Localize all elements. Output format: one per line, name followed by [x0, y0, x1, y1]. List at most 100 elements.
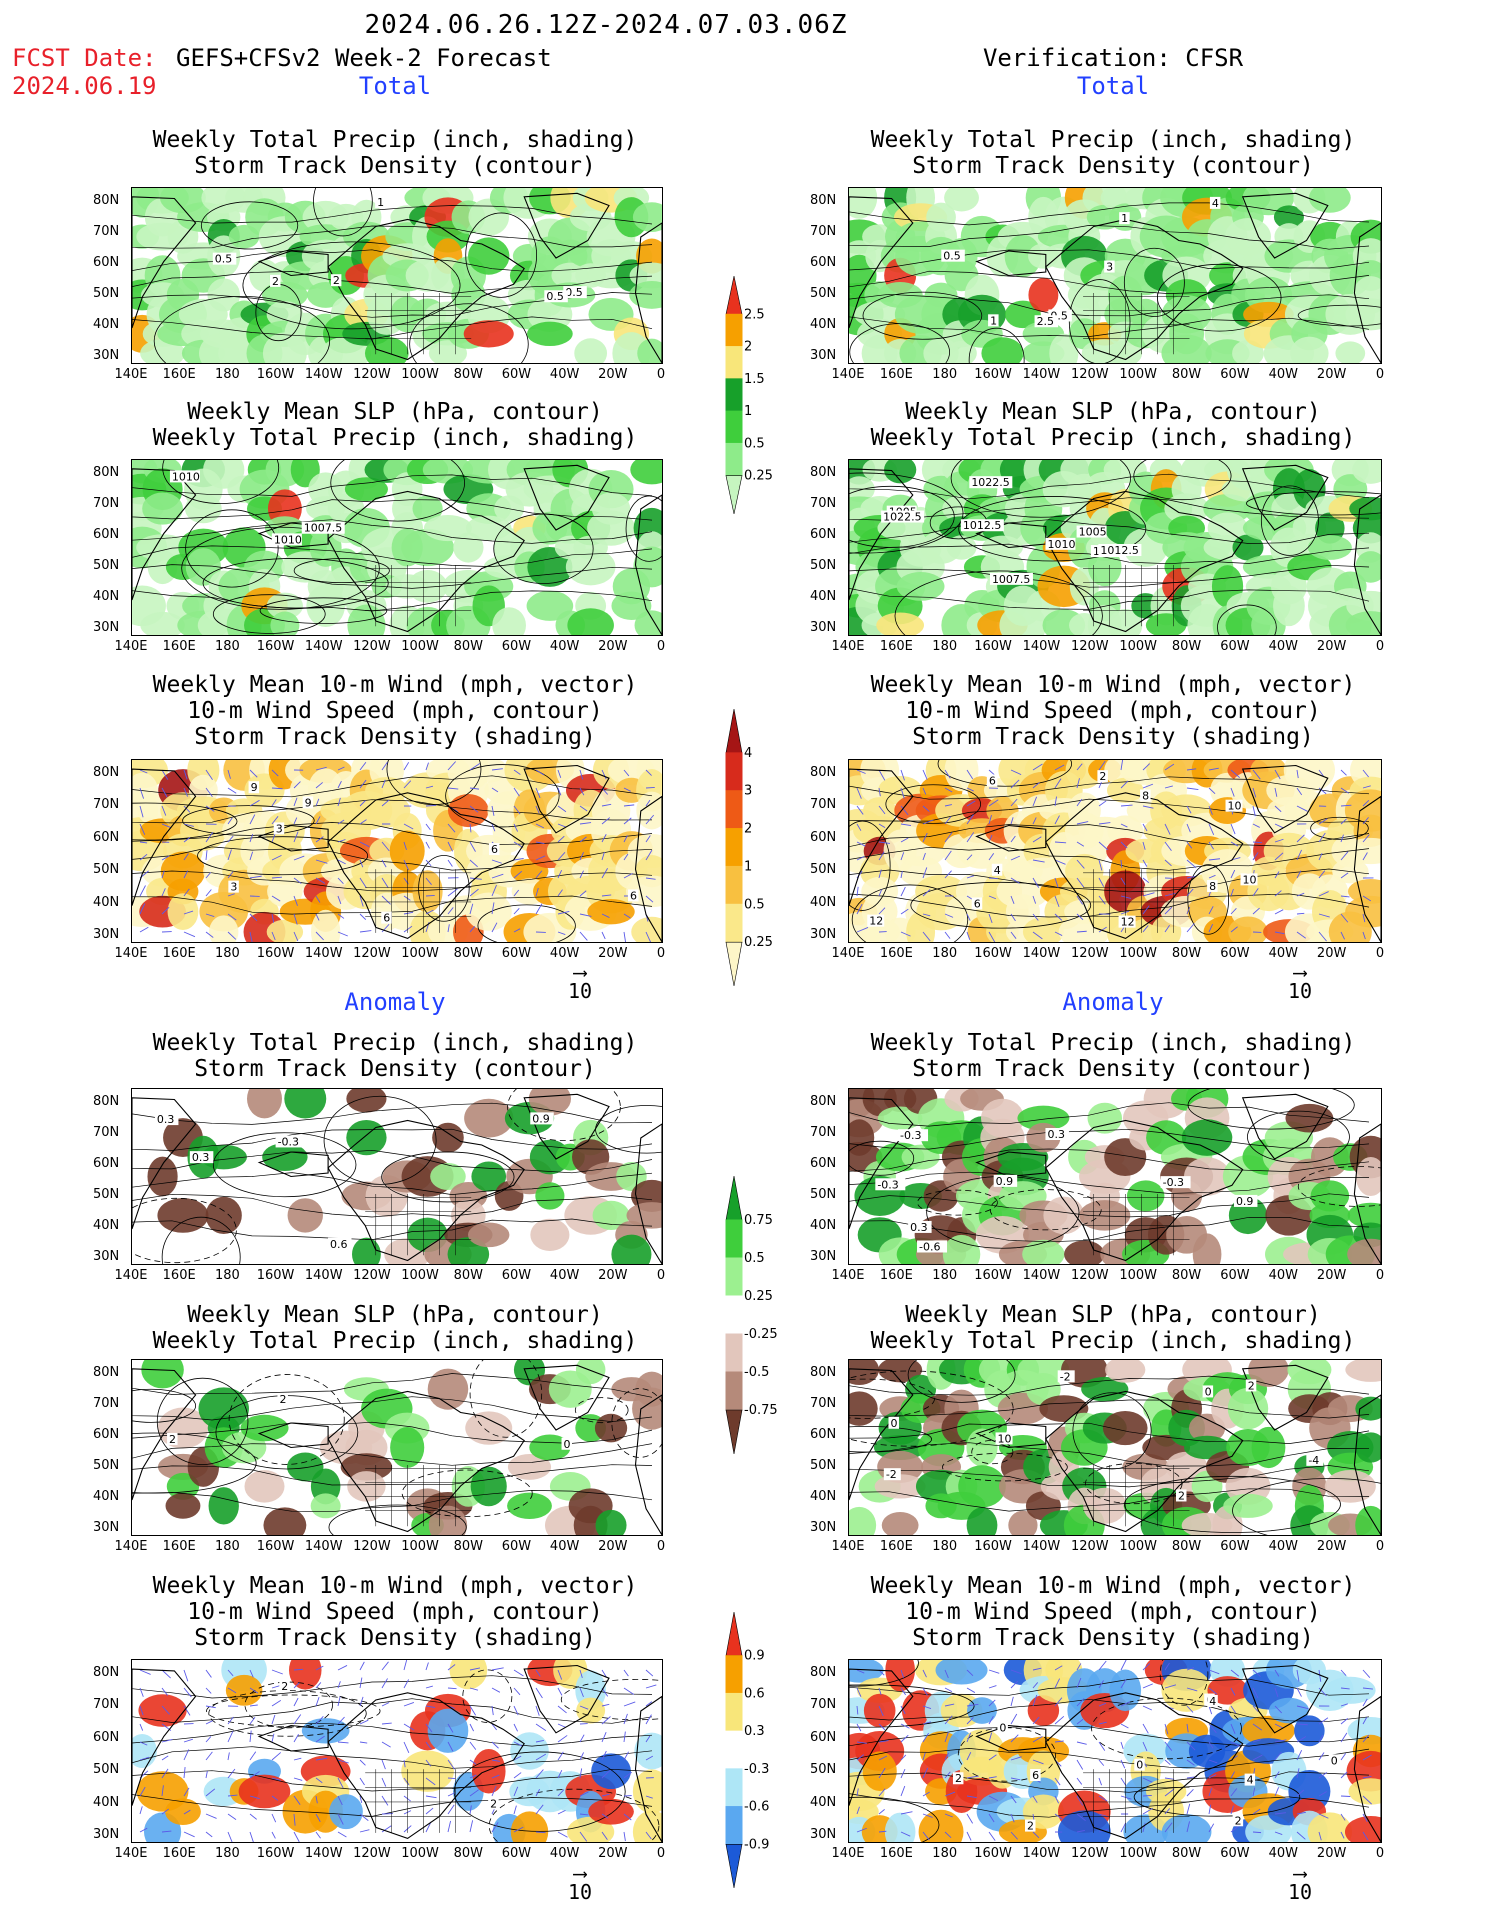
map-panel-verif-2: 1007.510101005102010051022.51012.51012.5…	[848, 459, 1382, 636]
lat-tick-label: 70N	[93, 1697, 120, 1713]
lat-tick-label: 30N	[93, 927, 120, 942]
colorbar-swatch	[725, 410, 743, 444]
panel-title-line: Weekly Total Precip (inch, shading)	[152, 425, 638, 451]
lon-tick-label: 140E	[114, 1268, 148, 1283]
colorbar-swatch	[725, 1655, 743, 1694]
colorbar-swatch	[725, 1843, 743, 1889]
contour-label: 1022.5	[883, 511, 922, 524]
coastline	[1241, 1364, 1329, 1431]
lat-tick-label: 80N	[93, 1665, 120, 1680]
contour-label: 10	[1243, 873, 1257, 886]
lon-tick-label: 160E	[879, 639, 913, 654]
lat-tick-label: 40N	[810, 317, 837, 332]
lon-tick-label: 40W	[549, 1268, 580, 1283]
contour-label: 1	[377, 196, 384, 209]
contour-label: -0.3	[877, 1178, 898, 1191]
lon-tick-label: 120W	[1070, 1846, 1109, 1861]
panel-title-line: Storm Track Density (contour)	[912, 153, 1314, 179]
colorbar-precip-anom: 0.75 0.5 0.25 -0.25 -0.5 -0.75	[722, 1172, 782, 1458]
lon-tick-label: 100W	[401, 946, 439, 961]
colorbar-swatch	[725, 1175, 743, 1221]
coastline	[1353, 795, 1381, 942]
lat-tick-label: 40N	[93, 894, 120, 910]
lon-tick-label: 60W	[1220, 1846, 1250, 1861]
contour-label: 2	[1027, 1820, 1034, 1833]
contour-label: 6	[491, 843, 498, 856]
fcst-date-value: 2024.06.19	[12, 72, 157, 100]
coastline	[257, 1151, 329, 1178]
lon-tick-label: 60W	[501, 1846, 532, 1861]
lon-tick-label: 120W	[353, 639, 391, 654]
panel-title-line: Weekly Total Precip (inch, shading)	[870, 425, 1356, 451]
coastline	[132, 1368, 197, 1501]
lon-tick-label: 140W	[304, 1539, 343, 1554]
panel-title-line: Storm Track Density (contour)	[912, 1056, 1314, 1082]
lon-tick-label: 60W	[1220, 367, 1250, 382]
coastline	[849, 768, 914, 906]
panel-title-line: Storm Track Density (shading)	[912, 724, 1314, 750]
coastline	[849, 1097, 914, 1230]
lon-tick-label: 180	[214, 1268, 240, 1283]
contour-label: 10	[1228, 800, 1242, 813]
colorbar-swatch	[725, 378, 743, 412]
lat-tick-label: 70N	[93, 1396, 120, 1411]
map-panel-fcst-3: 3 3 6 6 6 9 9	[131, 759, 663, 943]
lat-tick-label: 60N	[93, 1729, 120, 1745]
lat-tick-label: 50N	[810, 1187, 837, 1202]
lat-tick-label: 40N	[810, 589, 837, 604]
colorbar-label: 0.25	[744, 469, 773, 484]
lat-tick-label: 60N	[810, 1427, 837, 1442]
lon-tick-label: 140E	[831, 367, 865, 382]
colorbar-label: 0.3	[744, 1724, 765, 1739]
lon-tick-label: 20W	[1316, 946, 1347, 961]
panel-title-line: Storm Track Density (shading)	[194, 1625, 596, 1651]
lat-tick-label: 30N	[810, 927, 837, 942]
contour-label: -4	[1308, 1454, 1319, 1467]
vector-ref-anom-left: ⟶ 10	[560, 1863, 600, 1904]
contour-label: 0.3	[1047, 1128, 1065, 1141]
lon-tick-label: 180	[214, 367, 240, 382]
lon-tick-label: 140W	[304, 1846, 343, 1861]
lon-tick-label: 40W	[1268, 367, 1298, 382]
colorbar-swatch	[725, 1333, 743, 1373]
contour-label: 1007.5	[992, 573, 1031, 586]
colorbar-label: 0.5	[744, 897, 765, 912]
lon-tick-label: 80W	[1171, 1846, 1202, 1861]
lon-tick-label: 160E	[879, 1846, 913, 1861]
lon-tick-label: 20W	[1316, 639, 1347, 654]
lon-tick-label: 180	[214, 946, 240, 961]
vector-ref-label: 10	[1287, 1880, 1313, 1904]
lon-tick-label: 160E	[162, 1268, 196, 1283]
colorbar-swatch	[725, 1409, 743, 1455]
lon-tick-label: 100W	[401, 1268, 439, 1283]
contour-label: 2.5	[1037, 315, 1055, 328]
colorbar-swatch	[725, 1806, 743, 1845]
lon-tick-label: 60W	[501, 639, 532, 654]
contour-label: -0.3	[1163, 1176, 1184, 1189]
lon-tick-label: 40W	[1268, 1539, 1298, 1554]
lon-tick-label: 160W	[974, 1539, 1012, 1554]
lat-tick-label: 30N	[810, 1520, 837, 1535]
panel-title-line: Weekly Mean SLP (hPa, contour)	[187, 1302, 603, 1328]
contour-label: -2	[1060, 1370, 1071, 1383]
colorbar-label: 4	[744, 746, 752, 761]
vector-ref-label: 10	[1287, 979, 1313, 1003]
lat-tick-label: 50N	[93, 1187, 120, 1202]
colorbar-label: 2	[744, 340, 752, 355]
coastline	[1241, 764, 1329, 834]
contour-label: 1012.5	[963, 519, 1002, 532]
coastline	[327, 1390, 525, 1533]
panel-title-line: Storm Track Density (shading)	[912, 1625, 1314, 1651]
coastline	[132, 1668, 197, 1806]
lat-tick-label: 70N	[93, 224, 120, 239]
map-panel-fcst-4: -0.3 0.3 0.6 0.9 0.3	[131, 1088, 663, 1265]
lon-tick-label: 100W	[1119, 367, 1158, 382]
coastline	[1353, 494, 1381, 635]
colorbar-label: 1	[744, 404, 752, 419]
lat-tick-label: 40N	[93, 1218, 120, 1233]
contour-label: 9	[305, 796, 312, 809]
lat-tick-label: 30N	[810, 348, 837, 363]
coastline	[1045, 1119, 1244, 1262]
section-anomaly-left: Anomaly	[344, 988, 446, 1016]
